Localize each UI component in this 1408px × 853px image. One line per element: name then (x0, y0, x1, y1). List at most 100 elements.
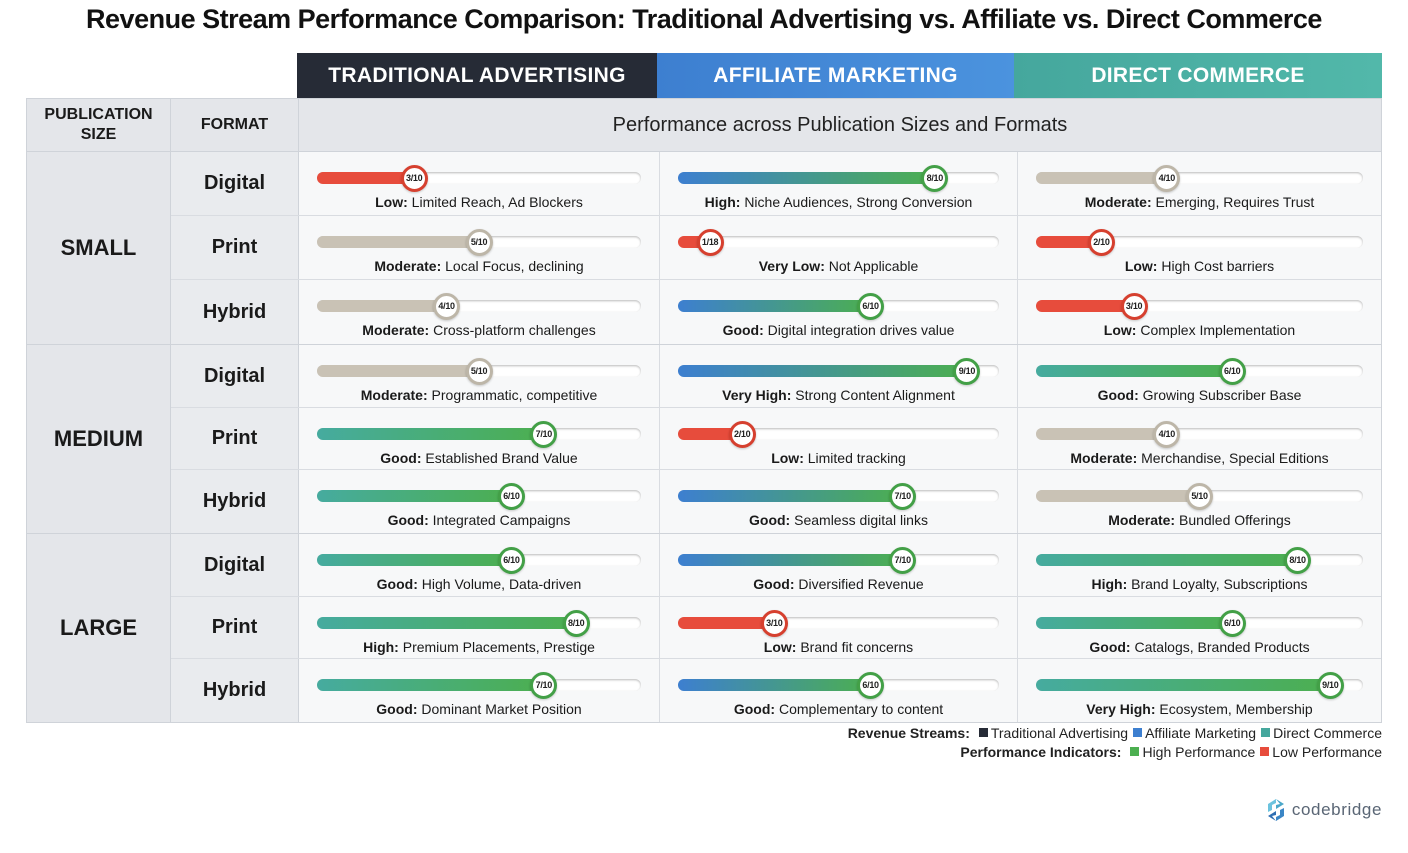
score-bar-track: 3/10 (1036, 292, 1363, 320)
score-knob: 5/10 (465, 357, 493, 385)
score-cell-traditional: 5/10 Moderate: Programmatic, competitive (299, 345, 660, 407)
score-bar-track: 5/10 (1036, 482, 1363, 510)
score-bar-fill (1036, 428, 1167, 440)
score-cell-direct: 6/10 Good: Growing Subscriber Base (1018, 345, 1381, 407)
performance-note: Limited tracking (807, 450, 906, 466)
score-knob: 6/10 (857, 671, 885, 699)
performance-note: Emerging, Requires Trust (1155, 194, 1315, 210)
score-bar-fill (678, 554, 903, 566)
performance-level: Very Low: (758, 258, 825, 274)
performance-level: Good: (1089, 639, 1131, 655)
score-cell-affiliate: 7/10 Good: Diversified Revenue (660, 534, 1018, 596)
score-cell-affiliate: 1/18 Very Low: Not Applicable (660, 216, 1018, 279)
legend-streams: Revenue Streams: Traditional Advertising A… (848, 725, 1382, 741)
format-label: Hybrid (171, 659, 299, 722)
score-bar-track: 1/18 (678, 228, 999, 256)
performance-level: Low: (375, 194, 408, 210)
score-knob: 7/10 (889, 546, 917, 574)
score-knob: 4/10 (1153, 164, 1181, 192)
score-description: Very High: Ecosystem, Membership (1018, 701, 1381, 717)
size-group-small: SMALL Digital 3/10 Low: Limited Reach, Ad B… (27, 152, 1381, 345)
performance-note: High Volume, Data-driven (421, 576, 582, 592)
header-format: FORMAT (171, 99, 299, 151)
score-description: Good: Integrated Campaigns (299, 512, 659, 528)
performance-level: Good: (722, 322, 764, 338)
stream-header-traditional: TRADITIONAL ADVERTISING (297, 53, 657, 98)
score-knob: 5/10 (1186, 482, 1213, 510)
size-group-medium: MEDIUM Digital 5/10 Moderate: Programmatic,… (27, 345, 1381, 534)
performance-note: Growing Subscriber Base (1142, 387, 1302, 403)
score-cell-direct: 8/10 High: Brand Loyalty, Subscriptions (1018, 534, 1381, 596)
score-bar-fill (678, 365, 967, 377)
stream-header-affiliate: AFFILIATE MARKETING (657, 53, 1014, 98)
table-row: Hybrid 6/10 Good: Integrated Campaigns 7/10… (171, 470, 1381, 533)
score-cell-direct: 2/10 Low: High Cost barriers (1018, 216, 1381, 279)
score-bar-track: 6/10 (1036, 357, 1363, 385)
legend-item-low: Low Performance (1272, 744, 1382, 760)
score-cell-affiliate: 6/10 Good: Digital integration drives val… (660, 280, 1018, 344)
performance-level: Low: (1124, 258, 1158, 274)
score-knob: 4/10 (1153, 420, 1181, 448)
score-knob: 9/10 (953, 357, 981, 385)
performance-note: Not Applicable (828, 258, 919, 274)
score-knob: 6/10 (1218, 357, 1246, 385)
score-description: Good: Seamless digital links (660, 512, 1017, 528)
format-label: Hybrid (171, 280, 299, 344)
legend-indicators-title: Performance Indicators: (960, 744, 1122, 760)
score-cell-affiliate: 8/10 High: Niche Audiences, Strong Conver… (660, 152, 1018, 215)
score-bar-track: 8/10 (678, 164, 999, 192)
score-bar-fill (317, 490, 512, 502)
legend-streams-title: Revenue Streams: (847, 725, 970, 741)
performance-level: Moderate: (1108, 512, 1176, 528)
score-knob: 6/10 (857, 292, 885, 320)
score-bar-track: 6/10 (678, 671, 999, 699)
score-bar-fill (1036, 365, 1233, 377)
score-cell-traditional: 6/10 Good: High Volume, Data-driven (299, 534, 660, 596)
score-description: Good: Established Brand Value (299, 450, 659, 466)
performance-note: Brand Loyalty, Subscriptions (1131, 576, 1308, 592)
score-knob: 3/10 (400, 164, 428, 192)
score-description: Good: Digital integration drives value (660, 322, 1017, 338)
performance-level: High: (1091, 576, 1128, 592)
performance-level: Good: (733, 701, 776, 717)
score-cell-affiliate: 6/10 Good: Complementary to content (660, 659, 1018, 722)
performance-note: Complex Implementation (1140, 322, 1296, 338)
score-bar-track: 9/10 (678, 357, 999, 385)
chart-title: Revenue Stream Performance Comparison: T… (86, 4, 1322, 34)
score-bar-track: 2/10 (1036, 228, 1363, 256)
legend-swatch-affiliate (1133, 728, 1143, 737)
score-cell-direct: 6/10 Good: Catalogs, Branded Products (1018, 597, 1381, 658)
legend-indicators: Performance Indicators: High Performance L… (960, 744, 1382, 760)
performance-note: Limited Reach, Ad Blockers (411, 194, 583, 210)
performance-note: Premium Placements, Prestige (402, 639, 595, 655)
score-bar-fill (678, 428, 743, 440)
header-publication-size: PUBLICATION SIZE (27, 99, 171, 151)
score-bar-fill (317, 679, 544, 691)
score-cell-affiliate: 9/10 Very High: Strong Content Alignment (660, 345, 1018, 407)
score-bar-fill (317, 365, 479, 377)
size-label: LARGE (27, 534, 171, 722)
score-bar-track: 4/10 (1036, 420, 1363, 448)
score-description: Moderate: Cross-platform challenges (299, 322, 659, 338)
score-bar-fill (1036, 554, 1298, 566)
performance-note: Established Brand Value (425, 450, 578, 466)
performance-level: Moderate: (360, 387, 428, 403)
score-bar-track: 4/10 (317, 292, 641, 320)
score-bar-track: 7/10 (678, 482, 999, 510)
score-knob: 2/10 (728, 420, 756, 448)
legend-swatch-high (1130, 747, 1140, 756)
score-bar-fill (1036, 300, 1135, 312)
score-bar-track: 7/10 (317, 420, 641, 448)
performance-note: Bundled Offerings (1178, 512, 1291, 528)
format-label: Print (171, 408, 299, 469)
score-bar-track: 4/10 (1036, 164, 1363, 192)
score-description: Low: Limited tracking (660, 450, 1017, 466)
score-description: Good: Growing Subscriber Base (1018, 387, 1381, 403)
score-cell-traditional: 5/10 Moderate: Local Focus, declining (299, 216, 660, 279)
performance-note: Merchandise, Special Editions (1141, 450, 1329, 466)
score-bar-fill (317, 172, 415, 184)
score-knob: 8/10 (562, 609, 590, 637)
table-row: Print 5/10 Moderate: Local Focus, declinin… (171, 216, 1381, 280)
score-knob: 4/10 (433, 292, 461, 320)
format-label: Digital (171, 345, 299, 407)
